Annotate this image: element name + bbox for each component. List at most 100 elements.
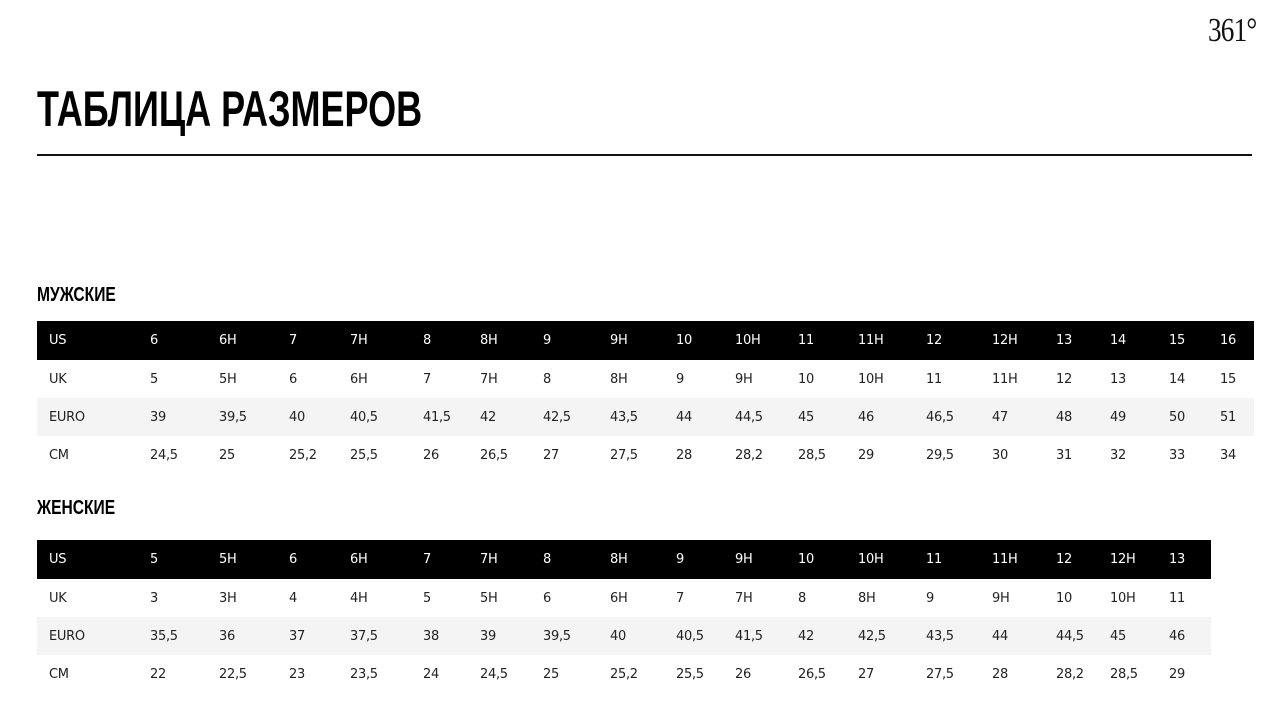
men-row-uk: UK 5 5H 6 6H 7 7H 8 8H 9 9H 10 10H 11 11H 12 13 14 15 [37,360,1254,398]
size-cell: 37,5 [338,617,411,655]
size-cell: 7H [468,540,531,579]
size-cell: 5H [219,371,237,387]
size-cell: 9 [926,590,934,606]
size-cell: 31 [1056,447,1072,463]
size-cell: 41,5 [723,617,786,655]
women-size-table: US 5 5H 6 6H 7 7H 8 8H 9 9H 10 10H 11 11H 12 12H 13 UK 3 3H 4… [37,540,1211,693]
size-cell: 11 [1169,590,1185,606]
row-label: US [37,321,138,360]
size-cell: 26 [423,447,439,463]
size-cell: 24,5 [480,666,508,682]
size-cell: 10H [858,371,884,387]
size-cell: 25,5 [350,447,378,463]
size-cell: 36 [207,617,277,655]
size-cell: 8 [531,540,598,579]
size-cell: 49 [1098,398,1157,436]
size-cell: 11H [846,321,914,360]
size-cell: 5 [150,371,158,387]
page-title: ТАБЛИЦА РАЗМЕРОВ [37,81,423,137]
size-cell: 8H [468,321,531,360]
size-cell: 8H [598,540,664,579]
size-cell: 10H [723,321,786,360]
row-label: UK [49,371,67,387]
size-cell: 23,5 [350,666,378,682]
size-cell: 25,2 [610,666,638,682]
size-cell: 12 [1044,540,1098,579]
size-cell: 46,5 [914,398,980,436]
size-cell: 22,5 [219,666,247,682]
size-cell: 10 [664,321,723,360]
size-cell: 6H [610,590,628,606]
size-cell: 5H [207,540,277,579]
size-cell: 27,5 [926,666,954,682]
size-cell: 3 [150,590,158,606]
row-label: EURO [37,617,138,655]
men-section-title: МУЖСКИЕ [37,284,116,306]
women-row-us: US 5 5H 6 6H 7 7H 8 8H 9 9H 10 10H 11 11H 12 12H 13 [37,540,1211,579]
size-cell: 46 [846,398,914,436]
size-cell: 11 [914,540,980,579]
size-cell: 13 [1044,321,1098,360]
size-cell: 4 [289,590,297,606]
size-cell: 9 [664,540,723,579]
size-cell: 4H [350,590,368,606]
size-cell: 26,5 [798,666,826,682]
size-cell: 30 [992,447,1008,463]
size-cell: 37 [277,617,338,655]
row-label: CM [49,447,69,463]
size-cell: 5 [423,590,431,606]
size-cell: 7 [423,371,431,387]
size-cell: 24,5 [150,447,178,463]
size-cell: 48 [1044,398,1098,436]
size-cell: 10 [798,371,814,387]
size-cell: 42,5 [846,617,914,655]
size-cell: 12H [1098,540,1157,579]
size-cell: 7 [411,540,468,579]
size-cell: 44,5 [723,398,786,436]
size-cell: 8 [543,371,551,387]
size-cell: 28,5 [798,447,826,463]
size-cell: 12H [980,321,1044,360]
size-cell: 40,5 [664,617,723,655]
women-row-cm: CM 22 22,5 23 23,5 24 24,5 25 25,2 25,5 26 26,5 27 27… [37,655,1211,693]
size-cell: 40 [598,617,664,655]
size-cell: 9H [735,371,753,387]
size-cell: 32 [1110,447,1126,463]
size-cell: 7H [735,590,753,606]
size-cell: 34 [1220,447,1236,463]
size-cell: 27 [858,666,874,682]
size-cell: 26,5 [480,447,508,463]
size-cell: 13 [1110,371,1126,387]
size-cell: 39 [138,398,207,436]
size-cell: 11H [992,371,1018,387]
size-cell: 12 [914,321,980,360]
size-cell: 45 [786,398,846,436]
size-cell: 51 [1208,398,1254,436]
size-cell: 16 [1208,321,1254,360]
row-label: CM [49,666,69,682]
size-cell: 15 [1157,321,1208,360]
size-cell: 7H [338,321,411,360]
size-cell: 7 [277,321,338,360]
size-cell: 28,2 [1056,666,1084,682]
size-cell: 5H [480,590,498,606]
size-cell: 28,2 [735,447,763,463]
size-cell: 9H [992,590,1010,606]
size-cell: 39 [468,617,531,655]
size-cell: 5 [138,540,207,579]
size-cell: 6 [138,321,207,360]
size-cell: 25 [219,447,235,463]
size-cell: 25 [543,666,559,682]
size-cell: 39,5 [531,617,598,655]
size-cell: 28 [992,666,1008,682]
size-cell: 39,5 [207,398,277,436]
size-cell: 28,5 [1110,666,1138,682]
men-size-table: US 6 6H 7 7H 8 8H 9 9H 10 10H 11 11H 12 12H 13 14 15 16 UK 5… [37,321,1254,474]
size-cell: 47 [980,398,1044,436]
size-cell: 27,5 [610,447,638,463]
size-cell: 8 [411,321,468,360]
size-cell: 11H [980,540,1044,579]
size-cell: 11 [926,371,942,387]
size-cell: 13 [1157,540,1211,579]
size-cell: 15 [1220,371,1236,387]
